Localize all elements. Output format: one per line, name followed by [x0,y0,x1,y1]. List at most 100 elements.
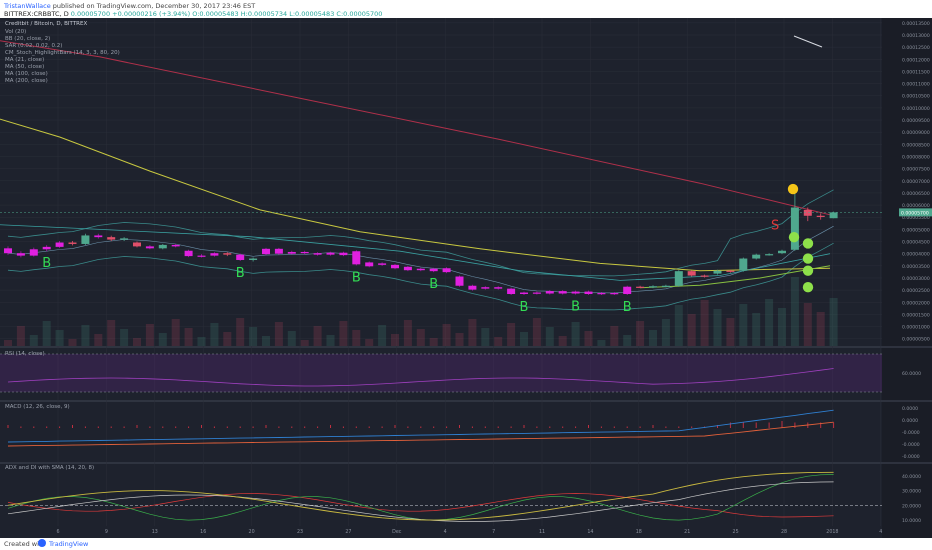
candle-body [739,258,748,271]
volume-bar [558,336,567,346]
volume-bar [55,330,64,346]
candle-body [726,270,735,272]
symbol-line: BITTREX:CRBBTC, D 0.00005700 +0.00000216… [4,10,382,18]
buy-signal-label: B [623,300,632,315]
volume-bar [545,327,554,346]
volume-bar [16,326,25,346]
volume-bar [687,314,696,346]
author-link[interactable]: TristanWallace [4,2,51,10]
tradingview-logo-icon [38,539,46,547]
volume-bar [120,329,129,346]
volume-bar [636,321,645,346]
candle-body [442,268,451,273]
volume-bar [803,303,812,346]
volume-bar [352,330,361,346]
price-tick-label: 0.00010000 [902,106,930,112]
time-tick-label: 27 [345,529,351,535]
candle-body [532,292,541,294]
last-price-badge [899,208,932,217]
volume-bar [300,340,309,346]
time-tick-label: 21 [684,529,690,535]
price-tick-label: 0.00006500 [902,191,930,197]
ma-100-line [0,118,831,272]
price-tick-label: 0.00005000 [902,227,930,233]
high-value: H:0.00005734 [240,10,288,18]
adx-line [7,471,834,521]
volume-bar [661,319,670,346]
candle-body [287,251,296,254]
volume-bar [94,334,103,346]
volume-bar [4,340,12,346]
price-tick-label: 0.00006000 [902,203,930,209]
volume-bar [42,321,51,346]
price-tick-label: 0.00009000 [902,130,930,136]
time-tick-label: Dec [392,529,402,535]
price-change: +0.00000216 (+3.94%) [112,10,191,18]
legend-vol: Vol (20) [5,29,27,35]
volume-bar [68,339,77,346]
volume-bar [236,318,245,346]
price-tick-label: 0.00013000 [902,33,930,39]
volume-bar [262,336,270,346]
time-tick-label: 2018 [826,529,838,535]
bollinger-upper-band [7,189,834,277]
candle-body [829,212,838,219]
macd-tick-label: 0.0000 [902,406,918,412]
candle-body [184,250,193,257]
footer-bar: Created with TradingView [0,538,932,550]
volume-bar [494,337,503,346]
volume-bar [597,340,606,346]
candle-body [42,246,51,250]
price-tick-label: 0.00003000 [902,276,930,282]
volume-bar [765,299,774,346]
price-tick-label: 0.00008500 [902,142,930,148]
candle-body [713,270,722,274]
volume-bar [481,328,490,346]
time-tick-label: 4 [879,529,882,535]
candle-body [145,246,154,249]
volume-bar [739,304,748,346]
ma-21-line [639,265,831,289]
legend-bb: BB (20, close, 2) [5,36,51,42]
price-tick-label: 0.00010500 [902,94,930,100]
close-value: C:0.00005700 [336,10,383,18]
candle-body [236,254,245,260]
candle-body [584,291,593,295]
volume-bar [107,320,116,346]
volume-bar [816,312,825,346]
price-tick-label: 0.00012500 [902,45,930,51]
price-axis-panel [882,18,932,538]
volume-bar [674,305,683,346]
volume-bar [184,328,193,346]
candle-body [765,254,774,256]
volume-bar [468,319,477,346]
parabolic-sar-dot [787,183,799,195]
publication-header: TristanWallace published on TradingView.… [0,0,932,18]
trading-chart[interactable]: 0.00013500 0.00013000 0.00012500 0.00012000… [0,18,932,538]
time-tick-label: 9 [105,529,108,535]
candle-body [365,262,374,267]
candle-body [4,248,12,254]
volume-bar [197,337,206,346]
volume-bar [287,331,296,346]
candle-body [81,235,90,244]
candle-body [700,275,709,277]
volume-bar [442,324,451,346]
legend-ma200: MA (200, close) [5,78,48,84]
publication-line: TristanWallace published on TradingView.… [4,2,255,10]
volume-bar [249,327,258,346]
price-tick-label: 0.00013500 [902,21,930,27]
volume-bar [403,320,412,346]
candle-body [507,288,516,295]
price-tick-label: 0.00001000 [902,325,930,331]
time-tick-label: 20 [249,529,255,535]
tradingview-brand-link[interactable]: TradingView [49,540,89,548]
price-tick-label: 0.00007000 [902,179,930,185]
candle-body [520,292,528,295]
candle-body [558,291,567,294]
price-tick-label: 0.00007500 [902,167,930,173]
legend-ma21: MA (21, close) [5,57,45,63]
volume-bar [171,319,180,346]
price-tick-label: 0.00011500 [902,69,930,75]
price-tick-label: 0.00012000 [902,57,930,63]
